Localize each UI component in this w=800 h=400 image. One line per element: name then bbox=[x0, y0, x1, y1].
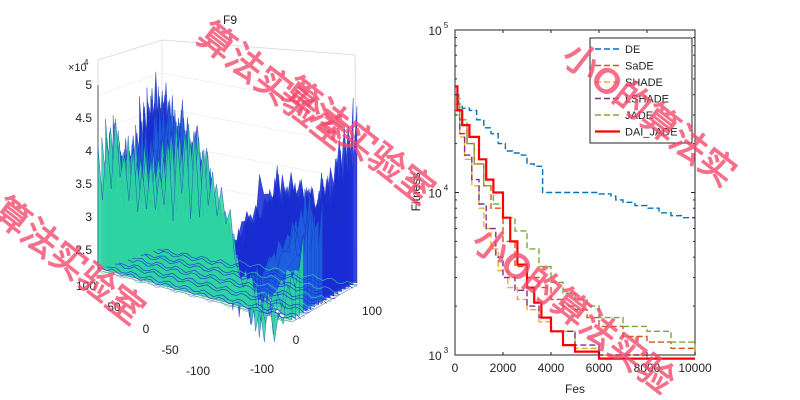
contour-line bbox=[127, 259, 323, 305]
legend-entry: SHADE bbox=[625, 77, 663, 89]
contour-line bbox=[97, 269, 292, 322]
z-exponent-power: 4 bbox=[84, 58, 89, 67]
y-tick-label-3d: -50 bbox=[161, 343, 179, 357]
contour-line bbox=[110, 264, 306, 318]
x-tick-label: 10000 bbox=[678, 361, 712, 375]
x-tick-label-3d: 100 bbox=[362, 304, 382, 318]
legend-entry: LSHADE bbox=[625, 94, 669, 106]
x-tick-label: 4000 bbox=[538, 361, 565, 375]
series-line-shade bbox=[455, 114, 695, 360]
y-tick-base: 10 bbox=[428, 349, 442, 363]
surface-plot: F9 5 4.5 4 3.5 3 2.5 100 0 -100 100 50 0 -50 -100 ×10… bbox=[68, 13, 382, 378]
legend-entry: DE bbox=[625, 44, 640, 56]
contour-line bbox=[140, 254, 336, 299]
contour-line bbox=[157, 248, 353, 289]
surface-ridge bbox=[97, 118, 293, 342]
legend-entry: JADE bbox=[625, 110, 653, 122]
surface-tick-labels: 5 4.5 4 3.5 3 2.5 100 0 -100 100 50 0 -50 -100 bbox=[75, 78, 382, 378]
z-tick-label: 4 bbox=[85, 144, 92, 158]
z-exponent-label: ×10 4 bbox=[68, 58, 89, 74]
x-tick-label-3d: 0 bbox=[293, 333, 300, 347]
legend-entry: DAI_JADE bbox=[625, 127, 678, 139]
x-tick-label-3d: -100 bbox=[250, 362, 274, 376]
y-tick-label: 10 3 bbox=[428, 346, 448, 363]
series-line-lshade bbox=[455, 109, 695, 360]
x-tick-label: 8000 bbox=[634, 361, 661, 375]
y-axis-label: Fitness bbox=[409, 173, 423, 212]
contour-line bbox=[132, 257, 327, 304]
y-tick-base: 10 bbox=[428, 187, 442, 201]
x-tick-label: 0 bbox=[452, 361, 459, 375]
legend-box bbox=[589, 37, 693, 144]
z-exponent-prefix: ×10 bbox=[68, 62, 87, 74]
series-line-jade bbox=[455, 97, 696, 352]
contour-line bbox=[115, 263, 310, 314]
surface-plot-title: F9 bbox=[223, 13, 237, 27]
y-tick-exponent: 5 bbox=[444, 21, 449, 30]
legend-entry: SaDE bbox=[625, 61, 654, 73]
x-axis-label: Fes bbox=[565, 382, 585, 396]
wall-gridline bbox=[161, 107, 358, 146]
z-tick-label: 3.5 bbox=[75, 177, 92, 191]
series-line-de bbox=[455, 94, 695, 219]
wall-gridline bbox=[97, 72, 163, 96]
x-ticks: 0 2000 4000 6000 8000 10000 bbox=[452, 30, 712, 375]
y-tick-label-3d: 0 bbox=[143, 322, 150, 336]
y-tick-label-3d: 100 bbox=[76, 279, 96, 293]
contour-line bbox=[136, 255, 332, 303]
y-tick-label: 10 5 bbox=[428, 21, 448, 38]
surface-contour-floor bbox=[97, 246, 358, 322]
z-tick-label: 3 bbox=[85, 210, 92, 224]
contour-line bbox=[106, 266, 301, 320]
series-line-dai-jade bbox=[455, 85, 695, 360]
y-tick-exponent: 4 bbox=[444, 184, 449, 193]
y-tick-label-3d: -100 bbox=[186, 364, 210, 378]
contour-line bbox=[123, 260, 319, 308]
contour-line bbox=[144, 253, 340, 297]
contour-line bbox=[161, 246, 358, 288]
z-tick-label: 4.5 bbox=[75, 111, 92, 125]
y-tick-base: 10 bbox=[428, 24, 442, 38]
series-lines bbox=[455, 85, 696, 360]
z-tick-label: 2.5 bbox=[75, 243, 92, 257]
z-tick-label: 5 bbox=[85, 78, 92, 92]
series-line-sade bbox=[455, 103, 696, 355]
y-tick-exponent: 3 bbox=[444, 346, 449, 355]
y-tick-label-3d: 50 bbox=[107, 300, 121, 314]
contour-line bbox=[153, 250, 349, 291]
contour-line bbox=[102, 268, 297, 320]
legend: DE SaDE SHADE LSHADE JADE DAI_JADE bbox=[589, 37, 693, 144]
contour-line bbox=[119, 262, 314, 311]
wall-gridline bbox=[161, 72, 358, 111]
contour-line bbox=[149, 252, 345, 293]
y-tick-label: 10 4 bbox=[428, 184, 448, 201]
x-tick-label: 2000 bbox=[490, 361, 517, 375]
x-tick-label: 6000 bbox=[586, 361, 613, 375]
